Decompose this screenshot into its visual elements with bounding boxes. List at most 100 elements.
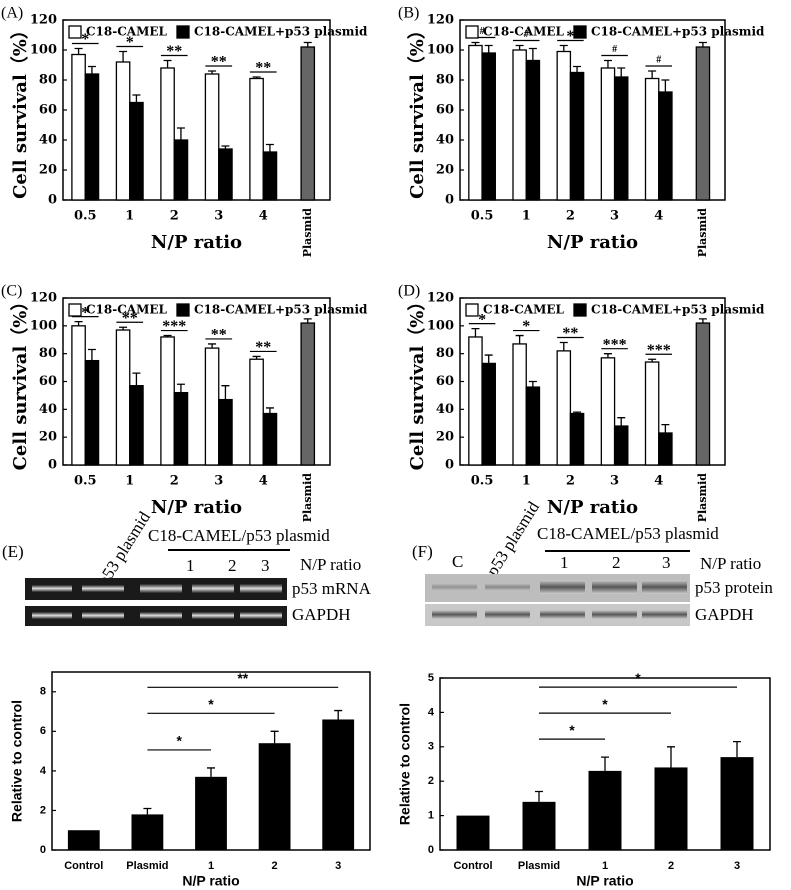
error-bar [733, 740, 741, 758]
error-bar [535, 790, 543, 802]
x-tick-label: 3 [335, 860, 341, 872]
bar [525, 59, 541, 201]
legend-swatch [176, 25, 190, 39]
bar [262, 151, 278, 201]
legend-swatch [465, 303, 479, 317]
y-tick-label: 20 [39, 430, 57, 445]
bar [456, 815, 490, 850]
error-bar [163, 334, 172, 337]
error-bar [559, 44, 568, 52]
y-tick-label: 2 [428, 775, 434, 787]
error-bar [698, 41, 707, 47]
error-bar [667, 746, 675, 768]
panel-label: (D) [398, 283, 420, 300]
plot-frame [62, 19, 331, 201]
y-tick-label: 0 [40, 844, 46, 856]
y-tick-label: 5 [428, 672, 434, 684]
bar [115, 61, 131, 201]
x-tick-label: 4 [654, 209, 663, 224]
x-tick-label: 2 [272, 860, 278, 872]
bar [569, 71, 585, 201]
ratio: 2 [612, 553, 621, 572]
x-tick-label: 3 [214, 474, 223, 489]
y-tick-label: 20 [436, 430, 454, 445]
bar [322, 719, 355, 850]
x-tick-label: 3 [610, 474, 619, 489]
bar [258, 743, 291, 850]
bracket-label: * [602, 696, 608, 712]
panel-label: (F) [412, 542, 433, 561]
lane-label: p53 plasmid [94, 508, 155, 589]
y-tick-label: 0 [48, 458, 57, 473]
error-bar [528, 47, 537, 61]
bracket-label: * [208, 696, 214, 712]
bar [204, 347, 220, 466]
legend-swatch [176, 303, 190, 317]
legend-label: C18-CAMEL+p53 plasmid [194, 303, 368, 317]
legend-swatch [573, 303, 587, 317]
bar [556, 50, 572, 201]
x-tick-label: Plasmid [518, 860, 560, 872]
bar [67, 830, 100, 850]
x-tick-label: 0.5 [74, 474, 97, 489]
error-bar [119, 326, 128, 331]
y-tick-label: 100 [427, 318, 454, 333]
error-bar [559, 341, 568, 351]
x-tick-label: Control [64, 860, 103, 872]
y-tick-label: 120 [427, 13, 454, 28]
bar [654, 767, 688, 850]
error-bar [74, 321, 83, 326]
significance: # [656, 54, 661, 65]
error-bar [648, 358, 657, 363]
x-tick-label: 3 [734, 860, 740, 872]
error-bar [303, 41, 312, 47]
y-tick-label: 40 [39, 133, 57, 148]
x-tick-label: 4 [259, 209, 268, 224]
x-axis-label: N/P ratio [547, 232, 638, 253]
significance: # [612, 44, 617, 55]
bar [173, 139, 189, 201]
significance: # [480, 26, 485, 37]
significance: * [566, 28, 574, 45]
x-tick-label: Plasmid [301, 473, 314, 523]
plot-frame [459, 19, 726, 201]
ratio: 1 [560, 553, 569, 572]
row-label: GAPDH [695, 605, 754, 624]
legend-label: C18-CAMEL+p53 plasmid [591, 303, 765, 317]
bar [644, 77, 660, 201]
x-tick-label: 1 [522, 209, 531, 224]
bar [218, 398, 233, 466]
x-tick-label: 2 [566, 209, 575, 224]
error-bar [601, 756, 609, 771]
bar [129, 385, 144, 466]
error-bar [603, 353, 612, 358]
bar [695, 46, 711, 201]
row-label: p53 protein [695, 578, 773, 597]
error-bar [74, 47, 83, 55]
blot-f: (F) C p53 plasmid C18-CAMEL/p53 plasmid … [412, 498, 773, 626]
x-tick-label: 0.5 [74, 209, 97, 224]
x-tick-label: 4 [259, 474, 268, 489]
x-axis-label: N/P ratio [576, 873, 633, 889]
y-tick-label: 20 [39, 163, 57, 178]
legend-swatch [465, 25, 479, 39]
bar [644, 361, 660, 466]
x-tick-label: Plasmid [696, 473, 709, 523]
y-tick-label: 0 [445, 193, 454, 208]
y-tick-label: 8 [40, 686, 46, 698]
blot-e: (E) C p53 plasmid C18-CAMEL/p53 plasmid … [2, 508, 372, 626]
bar [115, 329, 131, 466]
significance: ** [166, 43, 182, 60]
ratio: 3 [662, 553, 671, 572]
bar [600, 357, 616, 466]
error-bar [661, 79, 670, 92]
bar [249, 77, 264, 201]
y-axis-label: Cell survival（%） [10, 21, 31, 199]
legend-label: C18-CAMEL+p53 plasmid [591, 25, 765, 39]
error-bar [573, 411, 582, 414]
error-bar [265, 143, 274, 152]
bar [131, 814, 164, 850]
significance: * [81, 304, 89, 321]
bar [195, 776, 227, 850]
x-tick-label: Plasmid [696, 208, 709, 258]
